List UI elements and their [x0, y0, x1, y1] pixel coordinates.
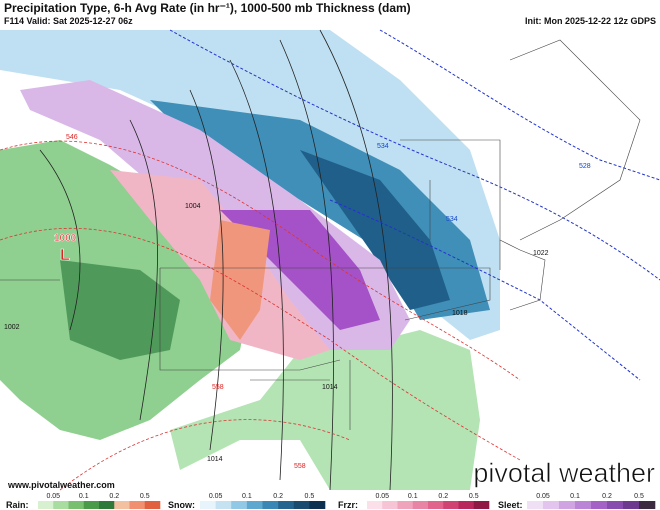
legend-swatch	[38, 501, 54, 509]
legend-swatch	[473, 501, 490, 509]
legend-label: Frzr:	[338, 500, 358, 510]
legend-label: Rain:	[6, 500, 29, 510]
legend-tick: 0.1	[79, 493, 89, 500]
legend-swatch	[412, 501, 429, 509]
pressure-label: 1014	[322, 384, 338, 391]
legend-background	[0, 491, 660, 510]
legend-swatch	[53, 501, 69, 509]
pressure-label: 1014	[207, 456, 223, 463]
state-borders	[0, 139, 501, 430]
header-background	[0, 0, 660, 28]
legend-tick: 0.2	[109, 493, 119, 500]
legend-swatch	[639, 501, 656, 509]
legend-label: Snow:	[168, 500, 195, 510]
legend-swatch	[543, 501, 560, 509]
thickness-label: 546	[66, 134, 78, 141]
legend-tick: 0.5	[469, 493, 479, 500]
thickness-label: 528	[579, 163, 591, 170]
legend-swatch	[607, 501, 624, 509]
thickness-label: 534	[377, 143, 389, 150]
legend-swatch	[129, 501, 146, 509]
legend-tick: 0.05	[46, 493, 60, 500]
legend-swatch	[527, 501, 544, 509]
site-url: www.pivotalweather.com	[7, 480, 115, 490]
coastline	[499, 39, 641, 311]
logo: pivotal weather	[473, 458, 655, 488]
legend-swatch	[575, 501, 592, 509]
low-pressure-marker: L	[60, 247, 70, 264]
legend: Rain: 0.05 0.1 0.2 0.5 Snow: 0.05 0.1 0.2 0.5 Frzr…	[6, 493, 656, 510]
legend-swatch	[458, 501, 475, 509]
legend-swatch	[397, 501, 414, 509]
legend-label: Sleet:	[498, 500, 523, 510]
legend-tick: 0.1	[242, 493, 252, 500]
legend-swatch	[278, 501, 295, 509]
legend-swatch	[293, 501, 310, 509]
map: 546 534 534 528 1004 1000 L 1002 1022 10…	[0, 28, 660, 491]
rain-area-south	[170, 330, 480, 490]
legend-tick: 0.1	[570, 493, 580, 500]
legend-swatch	[367, 501, 383, 509]
legend-swatch	[428, 501, 444, 509]
legend-tick: 0.1	[408, 493, 418, 500]
valid-time: F114 Valid: Sat 2025-12-27 06z	[4, 16, 133, 26]
legend-swatch	[623, 501, 640, 509]
snow-heavy	[300, 150, 450, 310]
thickness-label: 558	[294, 463, 306, 470]
legend-swatch	[309, 501, 326, 509]
thickness-label: 558	[212, 384, 224, 391]
pressure-label: 1022	[533, 250, 549, 257]
legend-swatch	[246, 501, 263, 509]
low-pressure-value: 1000	[54, 233, 77, 244]
legend-swatch	[591, 501, 608, 509]
legend-swatch	[99, 501, 115, 509]
legend-swatch	[382, 501, 398, 509]
legend-tick: 0.2	[438, 493, 448, 500]
legend-tick: 0.2	[273, 493, 283, 500]
legend-tick: 0.05	[209, 493, 223, 500]
legend-swatch	[262, 501, 279, 509]
legend-swatch	[200, 501, 216, 509]
legend-swatch	[559, 501, 576, 509]
frzr-heavy	[210, 220, 270, 340]
init-time: Init: Mon 2025-12-22 12z GDPS	[525, 16, 656, 26]
pressure-label: 1002	[4, 324, 20, 331]
legend-swatch	[114, 501, 130, 509]
legend-tick: 0.05	[375, 493, 389, 500]
pressure-contours	[39, 29, 393, 491]
pressure-label: 1004	[185, 203, 201, 210]
legend-swatch	[144, 501, 161, 509]
legend-swatch	[215, 501, 232, 509]
legend-tick: 0.2	[602, 493, 612, 500]
legend-swatch	[68, 501, 85, 509]
thickness-label: 534	[446, 216, 458, 223]
legend-swatch	[443, 501, 459, 509]
pressure-label: 1018	[452, 310, 468, 317]
legend-tick: 0.5	[305, 493, 315, 500]
title: Precipitation Type, 6-h Avg Rate (in hr⁻…	[4, 1, 411, 15]
rain-heavy	[60, 260, 180, 360]
thickness-cold	[169, 29, 660, 381]
legend-tick: 0.05	[536, 493, 550, 500]
legend-swatch	[83, 501, 100, 509]
legend-tick: 0.5	[140, 493, 150, 500]
snow-light	[0, 30, 500, 340]
legend-swatch	[231, 501, 248, 509]
legend-tick: 0.5	[634, 493, 644, 500]
thickness-warm	[0, 140, 521, 491]
